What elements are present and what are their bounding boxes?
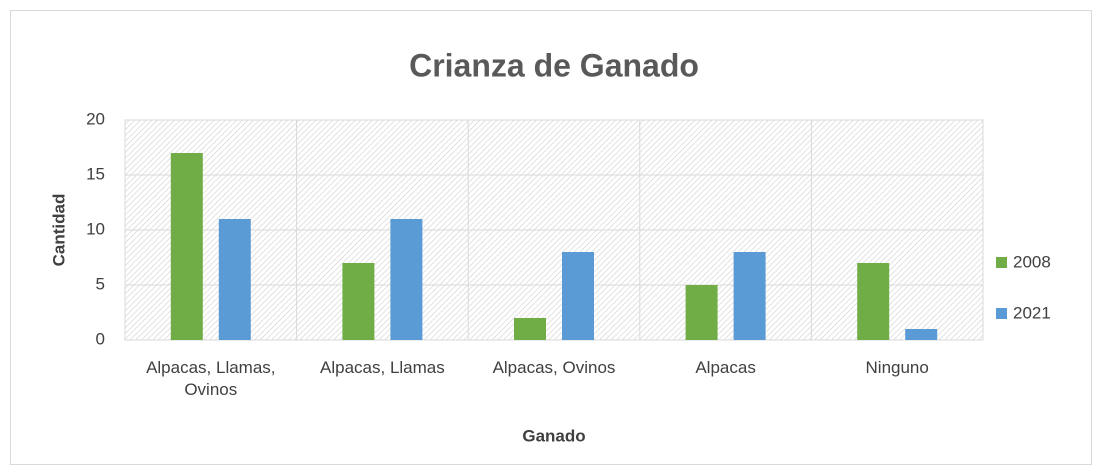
legend-label: 2021 — [1013, 303, 1051, 322]
x-tick-label: Alpacas, Llamas — [320, 358, 445, 377]
bar — [905, 329, 938, 340]
bar — [514, 318, 546, 340]
y-axis-title: Cantidad — [49, 194, 68, 267]
legend-label: 2008 — [1013, 252, 1051, 271]
x-tick-label: Alpacas, Llamas, Ovinos — [146, 358, 276, 399]
bar — [390, 219, 423, 340]
bar — [218, 219, 251, 340]
legend-swatch — [996, 308, 1007, 319]
bar — [733, 252, 766, 340]
bar — [685, 285, 718, 340]
bar — [857, 263, 890, 340]
y-tick-label: 20 — [86, 109, 105, 128]
y-tick-label: 15 — [86, 164, 105, 183]
y-tick-label: 5 — [96, 274, 105, 293]
y-tick-label: 0 — [96, 329, 105, 348]
legend-swatch — [996, 257, 1007, 268]
x-tick-label: Alpacas, Ovinos — [492, 358, 616, 377]
x-tick-label: Ninguno — [865, 358, 929, 377]
y-tick-label: 10 — [86, 219, 105, 238]
bar — [170, 153, 203, 340]
x-axis-title: Ganado — [522, 426, 585, 445]
bar — [342, 263, 375, 340]
chart-title: Crianza de Ganado — [409, 47, 699, 83]
x-tick-label: Alpacas — [695, 358, 756, 377]
bar — [562, 252, 594, 340]
